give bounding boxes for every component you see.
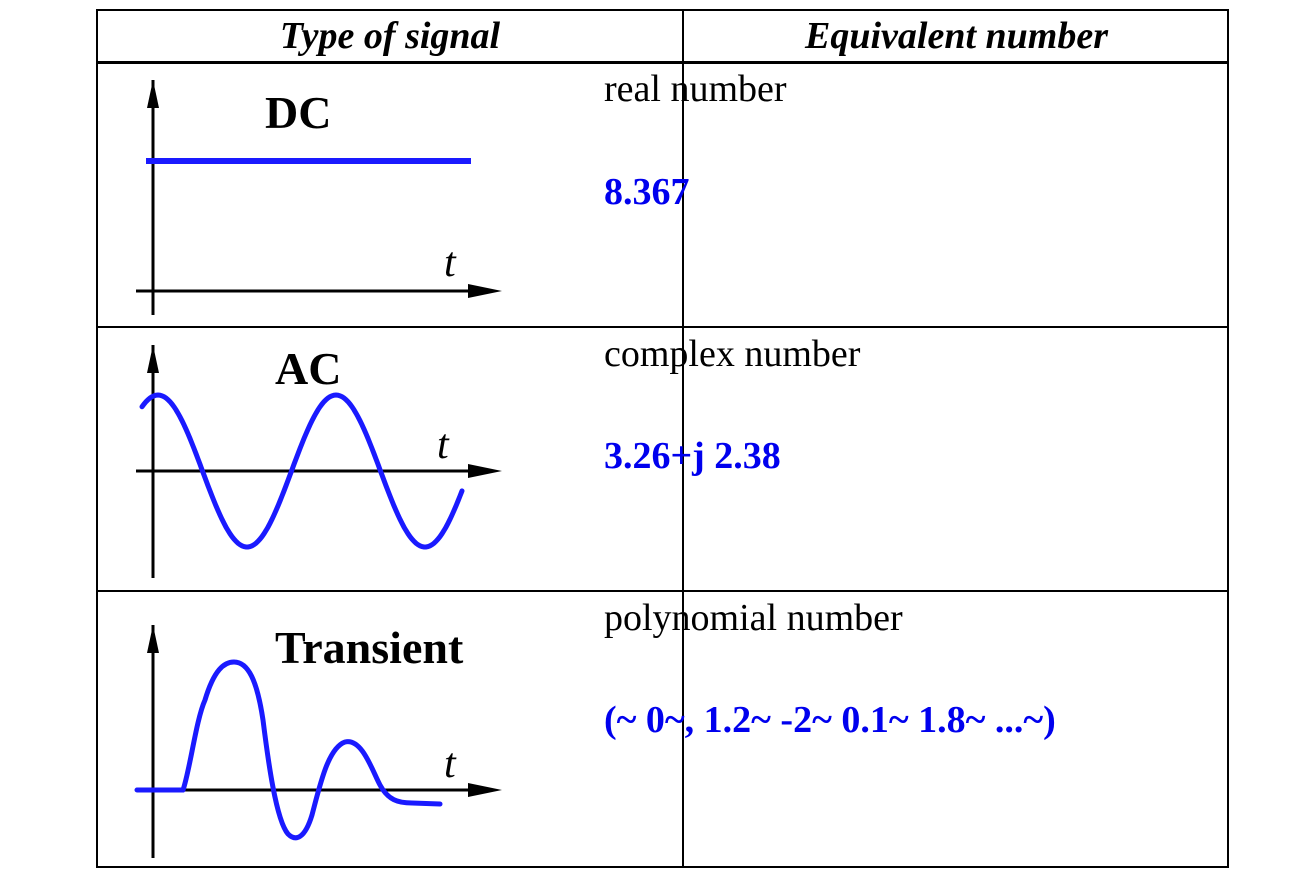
ac-t-label: t bbox=[437, 422, 450, 468]
ac-plot: AC t bbox=[136, 343, 502, 578]
kind-polynomial: polynomial number bbox=[604, 597, 903, 639]
dc-t-arrow-icon bbox=[468, 284, 502, 298]
dc-y-arrow-icon bbox=[147, 80, 159, 108]
header-equivalent-number: Equivalent number bbox=[805, 15, 1108, 57]
kind-complex: complex number bbox=[604, 333, 861, 375]
row-divider-1 bbox=[98, 326, 1227, 328]
dc-plot: DC t bbox=[136, 80, 502, 315]
transient-label: Transient bbox=[275, 622, 464, 673]
ac-label: AC bbox=[275, 343, 341, 394]
value-transient: (~ 0~, 1.2~ -2~ 0.1~ 1.8~ ...~) bbox=[604, 699, 1056, 741]
transient-y-arrow-icon bbox=[147, 625, 159, 653]
transient-plot: Transient t bbox=[134, 622, 502, 858]
ac-signal-wave bbox=[139, 392, 465, 550]
row-divider-2 bbox=[98, 590, 1227, 592]
value-dc: 8.367 bbox=[604, 171, 690, 213]
transient-t-label: t bbox=[444, 741, 457, 787]
header-divider bbox=[98, 61, 1227, 64]
transient-signal-wave bbox=[134, 659, 443, 841]
ac-y-arrow-icon bbox=[147, 345, 159, 373]
kind-real: real number bbox=[604, 68, 787, 110]
value-ac: 3.26+j 2.38 bbox=[604, 435, 781, 477]
column-divider bbox=[682, 11, 684, 866]
header-signal-type: Type of signal bbox=[279, 15, 501, 57]
dc-t-label: t bbox=[444, 240, 457, 286]
signal-table: Type of signal Equivalent number bbox=[96, 9, 1229, 868]
ac-t-arrow-icon bbox=[468, 464, 502, 478]
transient-t-arrow-icon bbox=[468, 783, 502, 797]
dc-label: DC bbox=[265, 87, 331, 138]
